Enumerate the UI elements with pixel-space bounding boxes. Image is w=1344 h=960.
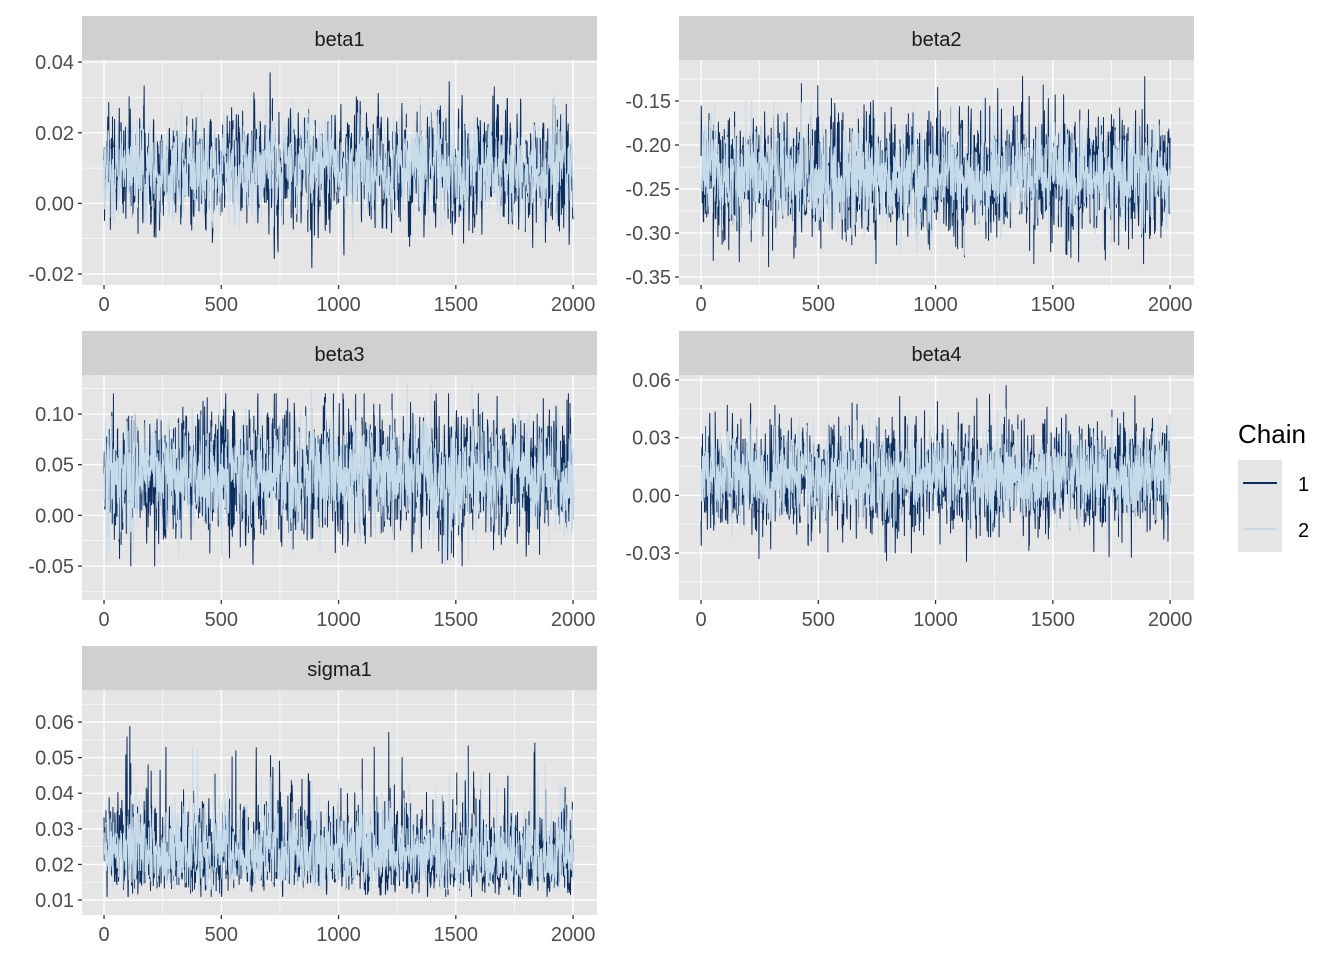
panel-beta1: beta1 0 500 1000 1500 2000 -0.02 0.00 0.02 0.04 (28, 16, 597, 316)
y-tick-label: 0.00 (632, 485, 671, 507)
strip-label-beta2: beta2 (911, 29, 961, 51)
x-tick-label: 500 (802, 609, 835, 631)
y-tick-label: 0.06 (35, 712, 74, 734)
x-tick-label: 0 (98, 609, 109, 631)
y-tick-label: -0.30 (625, 223, 671, 245)
x-tick-label: 1000 (913, 294, 958, 316)
x-tick-label: 1500 (1031, 294, 1076, 316)
strip-beta4 (679, 331, 1194, 375)
y-tick-label: 0.05 (35, 748, 74, 770)
y-tick-label: 0.03 (35, 819, 74, 841)
trace-beta1-chain-2 (103, 91, 574, 242)
legend-title: Chain (1238, 419, 1306, 449)
strip-beta2 (679, 16, 1194, 60)
y-tick-label: 0.06 (632, 370, 671, 392)
y-tick-label: 0.00 (35, 193, 74, 215)
y-tick-label: -0.02 (28, 264, 74, 286)
x-tick-label: 1000 (316, 609, 361, 631)
trace-sigma1-chain-2 (103, 746, 574, 890)
x-tick-label: 1000 (316, 294, 361, 316)
strip-beta3 (82, 331, 597, 375)
legend-label-chain-1: 1 (1298, 474, 1309, 496)
x-tick-label: 500 (205, 294, 238, 316)
x-tick-label: 0 (98, 924, 109, 946)
x-tick-label: 2000 (551, 924, 596, 946)
x-tick-label: 0 (98, 294, 109, 316)
y-tick-label: 0.10 (35, 404, 74, 426)
x-tick-label: 2000 (1148, 294, 1193, 316)
y-tick-label: -0.35 (625, 267, 671, 289)
y-tick-label: 0.03 (632, 428, 671, 450)
strip-sigma1 (82, 646, 597, 690)
strip-label-beta3: beta3 (314, 344, 364, 366)
y-tick-label: -0.20 (625, 135, 671, 157)
panel-beta2: beta2 0 500 1000 1500 2000 -0.35 -0.30 -0.25 -0.2… (625, 16, 1194, 316)
x-tick-label: 2000 (551, 609, 596, 631)
trace-beta3-chain-2 (103, 383, 574, 566)
x-tick-label: 2000 (551, 294, 596, 316)
strip-label-beta1: beta1 (314, 29, 364, 51)
legend-key-bg (1238, 460, 1282, 552)
y-tick-label: -0.05 (28, 556, 74, 578)
panel-beta3: beta3 0 500 1000 1500 2000 -0.05 0.00 0.05 0.10 (28, 331, 597, 631)
y-tick-label: 0.05 (35, 455, 74, 477)
trace-beta4-chain-2 (700, 408, 1171, 554)
legend: Chain 1 2 (1238, 419, 1309, 552)
x-tick-label: 500 (205, 924, 238, 946)
y-tick-label: 0.02 (35, 123, 74, 145)
legend-label-chain-2: 2 (1298, 520, 1309, 542)
y-tick-label: 0.04 (35, 52, 74, 74)
x-tick-label: 1500 (434, 294, 479, 316)
x-tick-label: 1500 (434, 609, 479, 631)
x-tick-label: 500 (802, 294, 835, 316)
trace-beta2-chain-2 (700, 100, 1171, 256)
x-tick-label: 1500 (434, 924, 479, 946)
x-tick-label: 0 (695, 294, 706, 316)
y-tick-label: -0.15 (625, 91, 671, 113)
y-tick-label: 0.02 (35, 854, 74, 876)
x-tick-label: 1500 (1031, 609, 1076, 631)
panel-beta4: beta4 0 500 1000 1500 2000 -0.03 0.00 0.03 0.06 (625, 331, 1194, 631)
y-tick-label: 0.01 (35, 890, 74, 912)
y-tick-label: 0.00 (35, 505, 74, 527)
x-tick-label: 500 (205, 609, 238, 631)
x-tick-label: 1000 (316, 924, 361, 946)
x-tick-label: 0 (695, 609, 706, 631)
y-tick-label: -0.03 (625, 543, 671, 565)
x-tick-label: 1000 (913, 609, 958, 631)
strip-label-beta4: beta4 (911, 344, 961, 366)
y-tick-label: 0.04 (35, 783, 74, 805)
panel-sigma1: sigma1 0 500 1000 1500 2000 0.01 0.02 0.03 0.04 0.… (35, 646, 597, 946)
strip-beta1 (82, 16, 597, 60)
y-tick-label: -0.25 (625, 179, 671, 201)
strip-label-sigma1: sigma1 (307, 659, 371, 681)
x-tick-label: 2000 (1148, 609, 1193, 631)
